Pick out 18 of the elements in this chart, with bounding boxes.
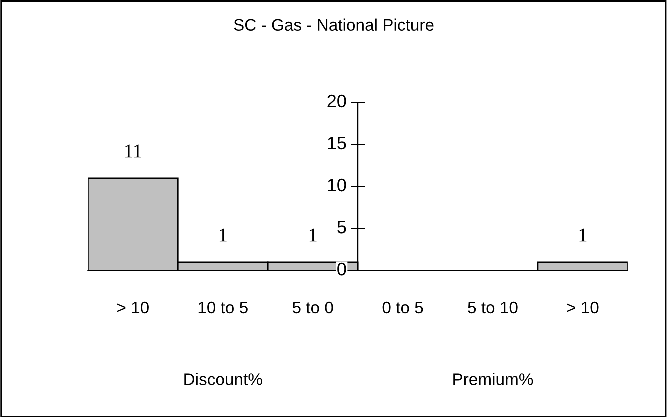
y-tick-label: 15	[328, 137, 346, 150]
x-tick-label: 5 to 10	[468, 302, 518, 314]
y-tick-label: 20	[328, 94, 346, 108]
data-label: 1	[220, 228, 227, 242]
text: Premium%	[454, 373, 534, 386]
y-tick-label: 10	[328, 178, 346, 192]
x-tick-label: > 10	[567, 302, 599, 314]
y-tick-label: 0	[338, 262, 346, 276]
chart-title: SC - Gas - National Picture	[234, 18, 434, 32]
x-tick-label: 10 to 5	[198, 302, 248, 314]
text: Discount%	[184, 373, 262, 386]
data-label: 1	[580, 228, 587, 242]
y-tick-label: 5	[338, 221, 346, 234]
x-tick-label: > 10	[118, 302, 149, 314]
data-label: 11	[126, 144, 142, 158]
x-tick-label: 0 to 5	[382, 302, 424, 314]
x-tick-label: 5 to 0	[292, 302, 334, 314]
data-label: 1	[310, 228, 317, 242]
